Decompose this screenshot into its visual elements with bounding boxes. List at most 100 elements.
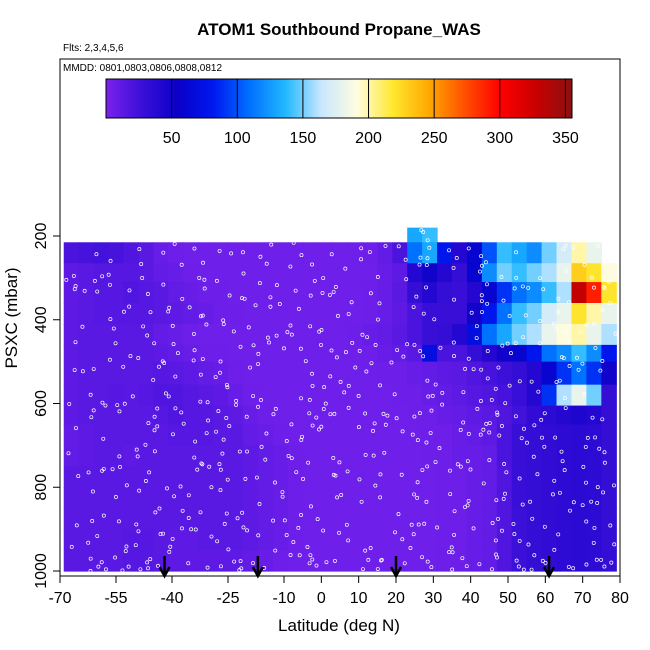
x-tick-label: -55	[104, 590, 127, 607]
y-tick-label: 200	[33, 223, 50, 250]
heatmap-cell	[332, 282, 349, 304]
heatmap-cell	[422, 405, 438, 426]
heatmap-cell	[138, 384, 154, 407]
sample-point	[602, 450, 607, 455]
sample-point	[485, 376, 490, 381]
sample-point	[180, 526, 184, 531]
sample-point	[542, 411, 547, 416]
heatmap-cell	[272, 508, 289, 530]
heatmap-cell	[571, 263, 587, 283]
heatmap-cell	[601, 344, 617, 363]
heatmap-cell	[481, 282, 498, 304]
sample-point	[108, 317, 113, 322]
sample-point	[513, 341, 518, 346]
heatmap-cell	[138, 323, 154, 346]
heatmap-cell	[541, 303, 558, 325]
heatmap-cell	[556, 263, 573, 283]
sample-point	[91, 367, 96, 372]
heatmap-cell	[153, 550, 169, 564]
sample-point	[535, 472, 540, 477]
heatmap-cell	[138, 562, 154, 572]
sample-point	[580, 503, 585, 508]
sample-point	[335, 313, 340, 318]
heatmap-cell	[392, 303, 408, 325]
heatmap-cell	[287, 361, 304, 386]
heatmap-cell	[183, 282, 199, 304]
heatmap-cell	[511, 242, 528, 264]
sample-point	[346, 312, 351, 316]
heatmap-cell	[556, 384, 573, 407]
sample-point	[496, 516, 501, 521]
sample-point	[186, 561, 191, 566]
sample-point	[186, 516, 191, 520]
sample-point	[463, 505, 467, 509]
heatmap-cell	[407, 227, 423, 243]
y-tick-label: 1000	[33, 553, 50, 589]
sample-point	[519, 436, 524, 441]
heatmap-cell	[586, 466, 602, 488]
sample-point	[567, 364, 572, 368]
heatmap-cell	[556, 282, 573, 304]
heatmap-cell	[526, 445, 543, 467]
sample-point	[405, 342, 410, 347]
heatmap-cell	[138, 303, 154, 325]
sample-point	[574, 355, 579, 360]
heatmap-cell	[272, 466, 289, 488]
sample-point	[133, 543, 138, 548]
sample-point	[329, 348, 334, 353]
heatmap-cell	[228, 445, 244, 467]
heatmap-cell	[407, 424, 423, 446]
heatmap-cell	[466, 445, 483, 467]
heatmap-cell	[362, 282, 378, 304]
heatmap-cell	[422, 344, 438, 363]
heatmap-cell	[183, 508, 199, 530]
sample-point	[495, 555, 499, 560]
heatmap-cell	[213, 508, 229, 530]
sample-point	[238, 559, 243, 564]
heatmap-cell	[422, 529, 438, 551]
heatmap-cell	[272, 242, 289, 264]
heatmap-cell	[481, 263, 498, 283]
sample-point	[145, 292, 150, 296]
sample-point	[168, 544, 173, 549]
heatmap-cell	[586, 344, 602, 363]
sample-point	[383, 422, 388, 427]
sample-point	[268, 295, 273, 300]
sample-point	[191, 358, 196, 363]
sample-point	[552, 547, 557, 552]
sample-point	[346, 383, 351, 388]
heatmap-cell	[541, 508, 558, 530]
heatmap-cell	[63, 487, 80, 509]
heatmap-cell	[257, 384, 274, 407]
sample-point	[315, 517, 320, 522]
sample-point	[321, 407, 326, 411]
sample-point	[465, 503, 470, 508]
heatmap-cell	[526, 466, 543, 488]
sample-point	[204, 322, 209, 327]
heatmap-cell	[332, 562, 349, 572]
sample-point	[418, 255, 423, 260]
heatmap-cell	[362, 424, 378, 446]
sample-point	[448, 492, 453, 496]
heatmap-cell	[347, 445, 363, 467]
sample-point	[590, 275, 594, 280]
heatmap-cell	[392, 344, 408, 363]
sample-point	[339, 493, 344, 497]
sample-point	[542, 524, 547, 529]
heatmap-cell	[392, 405, 408, 426]
heatmap-cell	[511, 361, 528, 386]
sample-point	[143, 479, 148, 483]
heatmap-cell	[392, 529, 408, 551]
sample-point	[308, 324, 313, 329]
heatmap-cell	[183, 242, 199, 264]
sample-point	[377, 301, 382, 306]
sample-point	[578, 330, 583, 335]
sample-point	[71, 273, 76, 278]
sample-point	[424, 499, 429, 504]
heatmap-cell	[123, 282, 139, 304]
heatmap-cell	[422, 242, 438, 264]
sample-point	[286, 453, 291, 458]
sample-point	[218, 370, 222, 375]
heatmap-cell	[198, 344, 214, 363]
heatmap-cell	[511, 445, 528, 467]
